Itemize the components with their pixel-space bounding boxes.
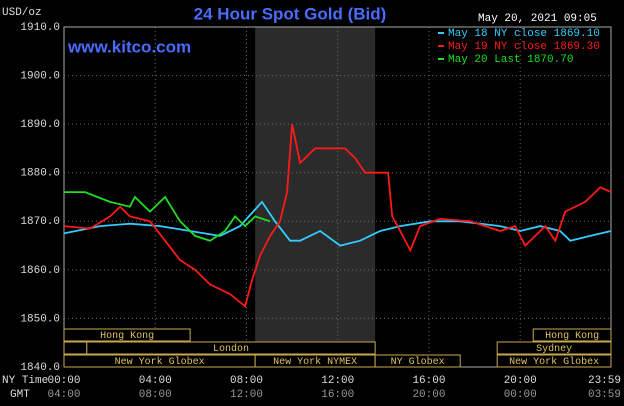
y-tick-label: 1900.0 [20,70,60,82]
chart-title: 24 Hour Spot Gold (Bid) [194,4,387,23]
series-line [64,191,271,242]
x2-tick-label: 08:00 [139,389,172,401]
session-label: NY Globex [391,356,445,368]
x2-tick-label: 12:00 [230,389,263,401]
legend-label: May 20 Last 1870.70 [448,54,573,66]
x-tick-label: 04:00 [139,375,172,387]
x2-tick-label: 16:00 [321,389,354,401]
x2-tick-label: 00:00 [504,389,537,401]
session-box [374,354,461,368]
y-tick-label: 1890.0 [20,119,60,131]
x-row-label: NY Time [2,375,48,387]
session-box [496,341,612,355]
x2-row-label: GMT [10,389,30,401]
session-shade [255,27,376,367]
y-tick-label: 1840.0 [20,362,60,374]
x2-tick-label: 04:00 [47,389,80,401]
y-axis-label: USD/oz [2,7,42,19]
session-label: Hong Kong [545,331,599,342]
session-label: Hong Kong [100,331,154,342]
session-label: New York Globex [509,356,599,368]
x-tick-label: 00:00 [47,375,80,387]
x-tick-label: 23:59 [588,375,621,387]
timestamp: May 20, 2021 09:05 [478,13,597,25]
x-tick-label: 08:00 [230,375,263,387]
x-tick-label: 20:00 [504,375,537,387]
session-box [496,354,612,368]
y-tick-label: 1880.0 [20,168,60,180]
y-tick-label: 1860.0 [20,265,60,277]
y-tick-label: 1910.0 [20,22,60,34]
x2-tick-label: 03:59 [588,389,621,401]
y-tick-label: 1850.0 [20,313,60,325]
session-label: New York Globex [115,356,205,368]
series-line [63,123,612,308]
session-box [532,328,612,342]
x-tick-label: 16:00 [412,375,445,387]
session-box [63,328,191,342]
session-box [63,341,88,355]
session-label: New York NYMEX [273,356,357,368]
session-box [86,341,376,355]
y-tick-label: 1870.0 [20,216,60,228]
x-tick-label: 12:00 [321,375,354,387]
session-label: Sydney [536,343,572,355]
session-label: London [213,343,249,355]
website: www.kitco.com [67,37,191,56]
x2-tick-label: 20:00 [412,389,445,401]
legend-label: May 19 NY close 1869.30 [448,41,600,53]
legend-label: May 18 NY close 1869.10 [448,28,600,40]
